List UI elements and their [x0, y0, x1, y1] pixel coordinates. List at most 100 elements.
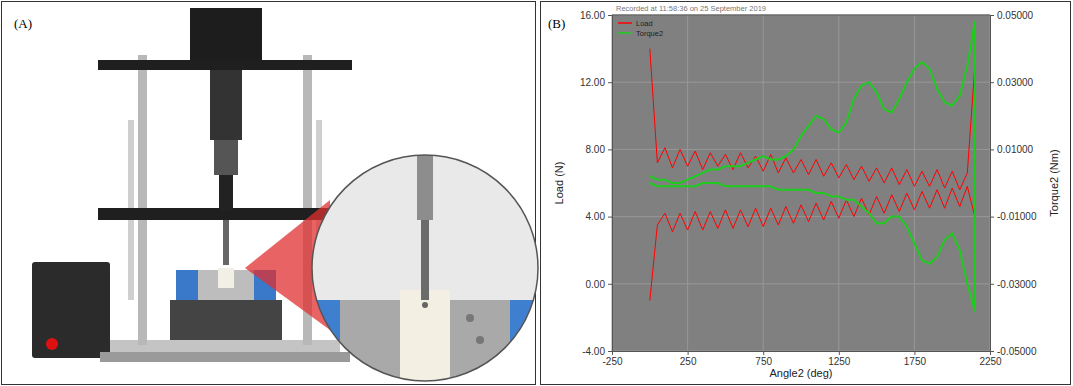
motor-housing	[190, 8, 262, 60]
tick: 0.03000	[990, 77, 1034, 88]
controller	[32, 262, 110, 358]
axis-title: Angle2 (deg)	[770, 367, 833, 379]
axis-line	[613, 352, 991, 356]
tick-mark	[990, 149, 994, 150]
tick-mark	[608, 351, 612, 352]
tick: 0.05000	[990, 10, 1034, 21]
series-line	[650, 22, 975, 311]
inset-bit-holder	[417, 150, 433, 220]
grid-line	[612, 283, 990, 284]
tick: 8.00	[586, 144, 612, 155]
grid-line	[612, 82, 990, 83]
tick-mark	[839, 351, 840, 355]
stop-button	[46, 338, 58, 350]
legend-swatch	[618, 22, 632, 24]
tick: 750	[755, 351, 772, 367]
axis: -250250750125017502250	[602, 351, 1002, 367]
tick-label: 16.00	[580, 10, 605, 21]
tick-mark	[608, 82, 612, 83]
inset-specimen	[400, 290, 450, 386]
legend: LoadTorque2	[618, 19, 663, 38]
load-cell	[214, 140, 238, 175]
tick-label: 8.00	[586, 144, 606, 155]
legend-label: Torque2	[636, 29, 663, 38]
tick: -4.00	[582, 346, 612, 357]
tick-label: -4.00	[582, 346, 605, 357]
tick-label: 0.00	[586, 279, 606, 290]
axis: -4.00 0.00 4.00 8.00 12.00 16.00	[580, 10, 613, 357]
screwdriver	[223, 220, 229, 265]
tick: -250	[602, 351, 622, 367]
panel-label: (A)	[14, 16, 32, 31]
inset-clamp	[450, 300, 510, 386]
tick: 1750	[904, 351, 927, 367]
tick-label: 0.05000	[997, 10, 1034, 21]
tick-mark	[608, 15, 612, 16]
pilot-hole	[422, 302, 428, 308]
vise-base	[170, 300, 282, 340]
plot-frame	[612, 15, 990, 16]
tick-mark	[608, 149, 612, 150]
tick-mark	[688, 351, 689, 355]
tick-mark	[990, 217, 994, 218]
chuck	[219, 175, 233, 210]
top-crossbar	[98, 60, 352, 70]
bolt	[466, 314, 474, 322]
actuator	[210, 70, 242, 140]
panel-frame	[541, 2, 1071, 385]
tick: -0.01000	[990, 211, 1037, 222]
tick-mark	[914, 351, 915, 355]
tick-label: 250	[680, 356, 697, 367]
grid-line	[914, 15, 915, 351]
tick-label: -0.03000	[997, 279, 1037, 290]
plot-background	[612, 15, 990, 351]
tick-label: 12.00	[580, 77, 605, 88]
legend-swatch	[618, 32, 632, 34]
grid-line	[763, 15, 764, 351]
axis-line	[608, 16, 613, 352]
grid-line	[612, 216, 990, 217]
bolt	[476, 336, 484, 344]
tick: 4.00	[586, 211, 612, 222]
specimen	[218, 268, 234, 288]
vise-jaw	[176, 270, 198, 300]
tick: -0.03000	[990, 279, 1037, 290]
axis: -0.05000-0.03000-0.010000.010000.030000.…	[990, 10, 1037, 357]
panel-b: (B)-250250750125017502250-4.000.004.008.…	[541, 2, 1071, 385]
tick-mark	[608, 217, 612, 218]
tick-mark	[990, 82, 994, 83]
tick-mark	[990, 15, 994, 16]
grid-line	[612, 15, 990, 16]
tick-mark	[763, 351, 764, 355]
figure: (A)(B)-250250750125017502250-4.000.004.0…	[0, 0, 1073, 386]
subtitle: Recorded at 11:58:36 on 25 September 201…	[616, 4, 766, 13]
tick-mark	[990, 351, 994, 352]
grid-line	[687, 15, 688, 351]
tick-mark	[608, 284, 612, 285]
column	[138, 55, 147, 345]
panel-label: (B)	[548, 16, 565, 31]
grid-line	[838, 15, 839, 351]
base-plate	[100, 352, 350, 362]
tick-label: -0.05000	[997, 346, 1037, 357]
tick: 250	[680, 351, 697, 367]
tick: 16.00	[580, 10, 612, 21]
inset-border	[312, 155, 538, 381]
tick-label: 4.00	[586, 211, 606, 222]
tick: -0.05000	[990, 346, 1037, 357]
inset-screw	[421, 220, 429, 300]
grid-line	[612, 149, 990, 150]
tick: 0.00	[586, 279, 612, 290]
tick-label: 1750	[904, 356, 927, 367]
legend-label: Load	[636, 19, 653, 28]
inset	[300, 150, 550, 386]
grid	[612, 15, 990, 351]
axis-line	[991, 16, 995, 352]
tick-label: -250	[602, 356, 622, 367]
tick: 12.00	[580, 77, 612, 88]
tick-mark	[990, 284, 994, 285]
panel-a: (A)	[2, 2, 551, 386]
tick: 1250	[828, 351, 851, 367]
plot-area	[650, 22, 975, 311]
tick-label: 750	[755, 356, 772, 367]
